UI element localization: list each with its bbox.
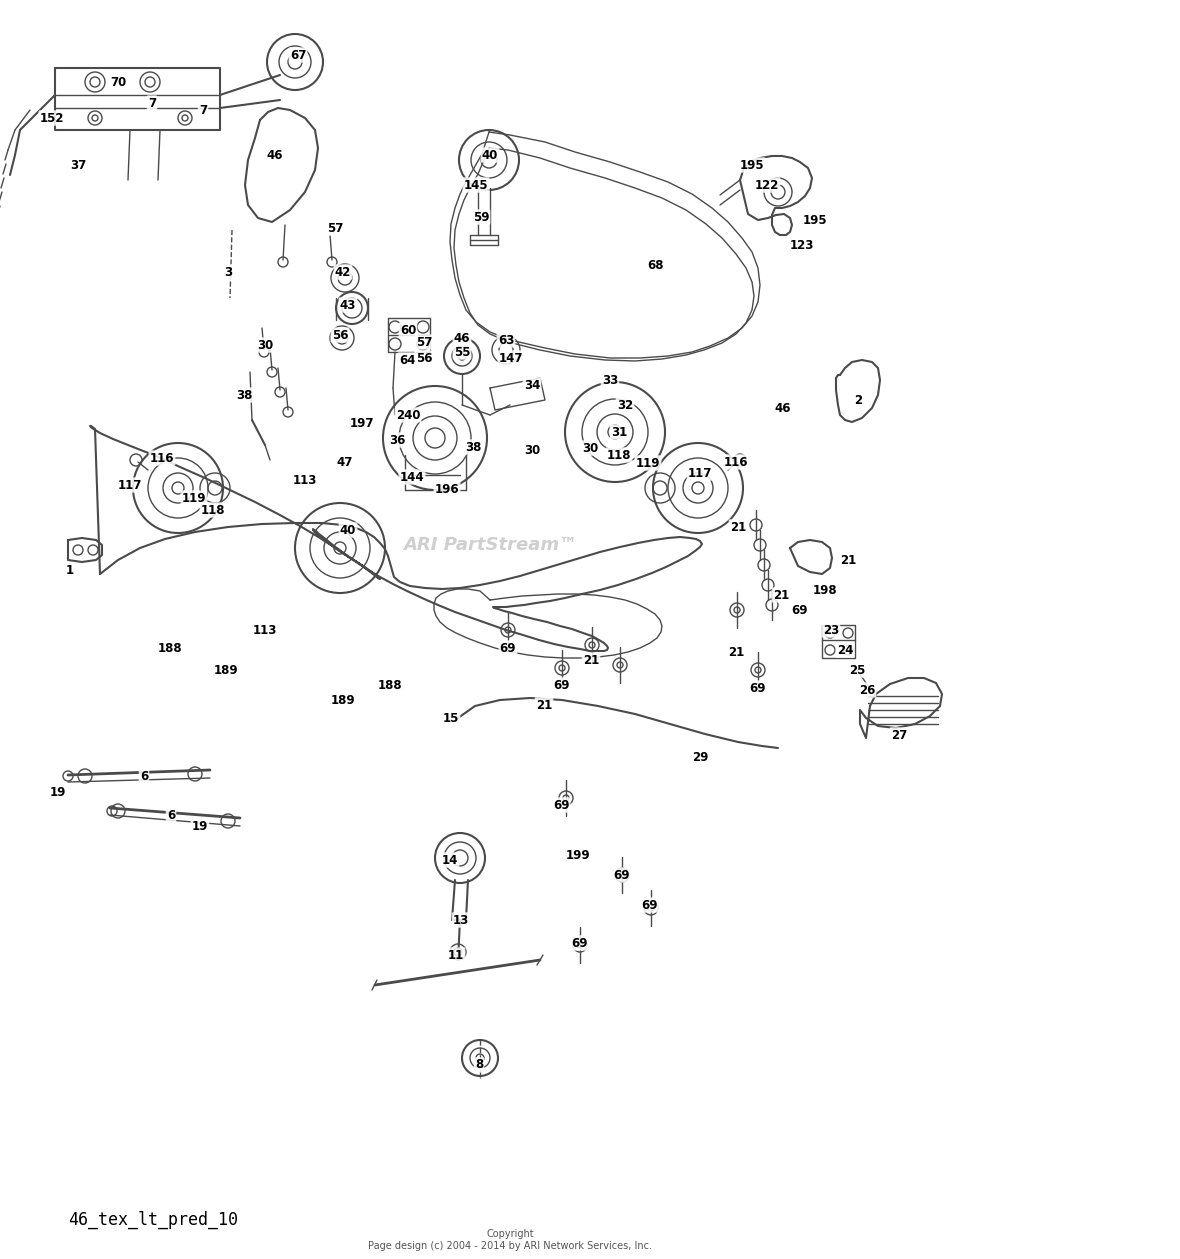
Text: 24: 24 <box>837 643 853 656</box>
Text: 56: 56 <box>332 329 348 341</box>
Text: 21: 21 <box>583 653 599 666</box>
Text: 69: 69 <box>552 798 569 812</box>
Text: 59: 59 <box>473 210 490 224</box>
Text: 37: 37 <box>70 159 86 171</box>
Text: 198: 198 <box>813 583 838 597</box>
Text: 116: 116 <box>150 452 175 465</box>
Text: 1: 1 <box>66 564 74 577</box>
Text: 7: 7 <box>148 97 156 110</box>
Text: 7: 7 <box>199 103 206 117</box>
Text: 30: 30 <box>582 442 598 454</box>
Text: 21: 21 <box>840 554 857 567</box>
Text: 60: 60 <box>400 324 417 336</box>
Text: 47: 47 <box>336 456 353 468</box>
Text: 199: 199 <box>565 849 590 861</box>
Text: 63: 63 <box>498 334 514 346</box>
Text: 3: 3 <box>224 266 232 278</box>
Text: 33: 33 <box>602 374 618 387</box>
Text: 145: 145 <box>464 179 489 191</box>
Text: 30: 30 <box>257 339 273 351</box>
Text: 189: 189 <box>330 694 355 706</box>
Text: 55: 55 <box>454 345 471 359</box>
Text: 119: 119 <box>182 491 206 505</box>
Text: 21: 21 <box>728 646 745 658</box>
Text: 21: 21 <box>536 699 552 711</box>
Text: 42: 42 <box>335 266 352 278</box>
Text: 21: 21 <box>773 588 789 602</box>
Text: 123: 123 <box>789 238 814 252</box>
Text: 46: 46 <box>267 149 283 161</box>
Text: 19: 19 <box>50 786 66 798</box>
Text: 113: 113 <box>253 623 277 637</box>
Text: 67: 67 <box>290 49 306 62</box>
Text: 46: 46 <box>454 331 471 345</box>
Text: 188: 188 <box>158 642 183 655</box>
Text: 188: 188 <box>378 679 402 691</box>
Text: 147: 147 <box>499 351 523 365</box>
Text: 70: 70 <box>110 76 126 88</box>
Text: 23: 23 <box>822 623 839 637</box>
Text: 69: 69 <box>500 642 517 655</box>
Text: 6: 6 <box>140 769 149 783</box>
Text: 40: 40 <box>340 524 356 536</box>
Text: 19: 19 <box>192 820 208 832</box>
Text: 197: 197 <box>349 417 374 429</box>
Text: 122: 122 <box>755 179 779 191</box>
Text: 14: 14 <box>441 854 458 866</box>
Text: 40: 40 <box>481 149 498 161</box>
Text: 189: 189 <box>214 663 238 676</box>
Text: 68: 68 <box>647 258 663 272</box>
Text: 34: 34 <box>524 379 540 392</box>
Text: 31: 31 <box>611 426 627 438</box>
Text: 118: 118 <box>201 504 225 516</box>
Text: 25: 25 <box>848 663 865 676</box>
Text: 196: 196 <box>434 482 459 496</box>
Text: 144: 144 <box>400 471 425 483</box>
Text: 38: 38 <box>236 389 253 402</box>
Text: 6: 6 <box>166 808 175 822</box>
Text: 38: 38 <box>465 441 481 453</box>
Text: 13: 13 <box>453 914 470 927</box>
Text: 29: 29 <box>691 750 708 763</box>
Text: 69: 69 <box>552 679 569 691</box>
Text: 69: 69 <box>792 603 808 617</box>
Text: Copyright
Page design (c) 2004 - 2014 by ARI Network Services, Inc.: Copyright Page design (c) 2004 - 2014 by… <box>368 1229 653 1250</box>
Text: 57: 57 <box>327 222 343 234</box>
Text: 46_tex_lt_pred_10: 46_tex_lt_pred_10 <box>68 1211 238 1229</box>
Text: 15: 15 <box>442 711 459 724</box>
Text: 116: 116 <box>723 456 748 468</box>
Text: 2: 2 <box>854 394 863 407</box>
Text: 195: 195 <box>740 159 765 171</box>
Text: 57: 57 <box>415 335 432 349</box>
Text: 64: 64 <box>399 354 415 366</box>
Text: 26: 26 <box>859 684 876 696</box>
Text: 195: 195 <box>802 214 827 227</box>
Text: 69: 69 <box>614 869 630 881</box>
Text: 43: 43 <box>340 298 356 311</box>
Text: 11: 11 <box>448 948 464 962</box>
Text: 113: 113 <box>293 473 317 486</box>
Text: 30: 30 <box>524 443 540 457</box>
Text: 119: 119 <box>636 457 661 470</box>
Text: ARI PartStream™: ARI PartStream™ <box>402 536 577 554</box>
Text: 21: 21 <box>730 520 746 534</box>
Text: 240: 240 <box>395 408 420 422</box>
Text: 69: 69 <box>571 937 588 949</box>
Text: 117: 117 <box>118 478 142 491</box>
Text: 8: 8 <box>474 1059 483 1071</box>
Text: 46: 46 <box>775 402 792 414</box>
Text: 56: 56 <box>415 351 432 365</box>
Text: 27: 27 <box>891 729 907 742</box>
Text: 32: 32 <box>617 399 634 412</box>
Text: 117: 117 <box>688 467 713 480</box>
Text: 118: 118 <box>607 448 631 462</box>
Text: 36: 36 <box>389 433 405 447</box>
Text: 152: 152 <box>40 112 64 125</box>
Text: 69: 69 <box>749 681 766 695</box>
Text: 69: 69 <box>642 899 658 912</box>
